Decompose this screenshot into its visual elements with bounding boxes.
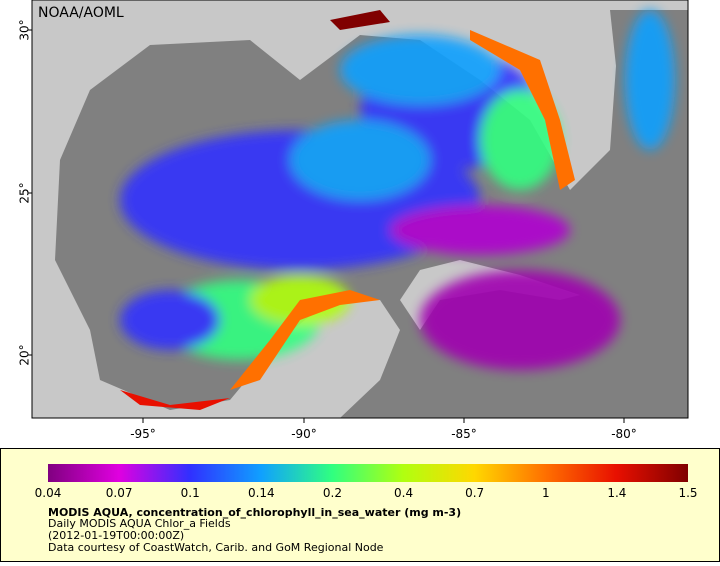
colorbar-label: 0.4	[394, 486, 413, 500]
map-frame	[31, 0, 689, 419]
lon-label: -85°	[451, 427, 477, 441]
colorbar-label: 1.5	[678, 486, 697, 500]
lon-label: -80°	[611, 427, 637, 441]
colorbar-label: 0.7	[465, 486, 484, 500]
colorbar-label: 1	[542, 486, 550, 500]
lat-label: 30°	[18, 19, 32, 40]
credit: NOAA/AOML	[38, 5, 124, 21]
coastal-bloom	[470, 30, 575, 190]
lon-label: -95°	[130, 427, 156, 441]
lat-label: 20°	[18, 344, 32, 365]
legend-title: MODIS AQUA, concentration_of_chlorophyll…	[48, 506, 461, 519]
land	[400, 260, 580, 330]
lat-label: 25°	[18, 182, 32, 203]
legend-line: Data courtesy of CoastWatch, Carib. and …	[48, 541, 384, 554]
chlorophyll-field	[120, 10, 675, 370]
colorbar-label: 0.2	[323, 486, 342, 500]
colorbar-label: 0.14	[248, 486, 275, 500]
coastal-bloom	[120, 390, 230, 410]
lon-label: -90°	[291, 427, 317, 441]
coastal-bloom	[230, 290, 380, 390]
map	[32, 0, 688, 418]
colorbar-label: 0.1	[181, 486, 200, 500]
colorbar-label: 0.07	[106, 486, 133, 500]
colorbar	[48, 464, 688, 482]
coastal-bloom	[330, 10, 390, 30]
legend-line: Daily MODIS AQUA Chlor_a Fields	[48, 517, 231, 530]
legend-line: (2012-01-19T00:00:00Z)	[48, 529, 184, 542]
colorbar-label: 1.4	[607, 486, 626, 500]
colorbar-label: 0.04	[35, 486, 62, 500]
